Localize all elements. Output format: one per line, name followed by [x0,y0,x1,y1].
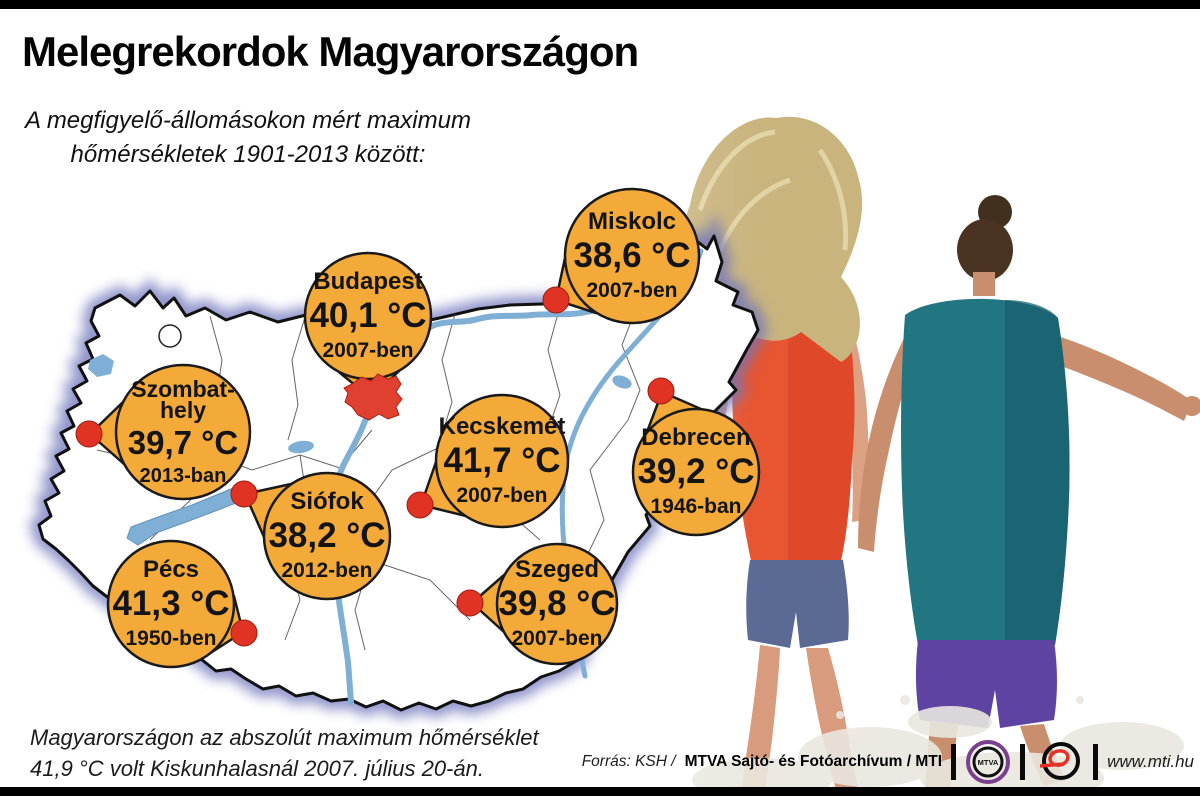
lake-velence [288,440,314,454]
separator-bar [1020,744,1026,780]
footnote-line-2: 41,9 °C volt Kiskunhalasnál 2007. július… [30,756,484,781]
bubble-pecs: Pécs 41,3 °C 1950-ben [91,554,251,654]
mti-logo-icon [1039,742,1081,780]
station-name: Siófok [290,488,364,516]
station-name-line2: hely [159,397,207,424]
bubble-siofok: Siófok 38,2 °C 2012-ben [247,486,407,586]
station-year: 1950-ben [125,626,217,650]
station-temp: 38,6 °C [573,236,691,276]
photo-girls-running-in-water [540,9,1200,787]
photo-figures [648,53,1200,787]
station-temp: 41,3 °C [112,584,230,624]
station-temp: 38,2 °C [268,516,386,556]
station-temp: 41,7 °C [443,441,561,481]
top-border-bar [0,0,1200,9]
footnote-line-1: Magyarországon az abszolút maximum hőmér… [30,725,539,750]
water-droplets [648,53,1188,563]
station-name: Miskolc [587,208,677,236]
station-name: Kecskemét [438,413,566,441]
station-temp: 39,7 °C [127,424,239,462]
budapest-city-shape [343,373,403,421]
source-credit: MTVA Sajtó- és Fotóarchívum / MTI [684,753,943,770]
subtitle-line-2: hőmérsékletek 1901-2013 között: [70,141,426,168]
station-temp: 40,1 °C [309,296,427,336]
dot-szombathely [75,420,103,448]
station-name: Szeged [514,556,600,584]
website-link[interactable]: www.mti.hu [1107,752,1194,771]
station-year: 2007-ben [322,338,414,362]
station-name: Pécs [142,556,200,584]
station-year: 1946-ban [650,494,742,518]
bubble-szombathely: Szombat- hely 39,7 °C 2013-ban [103,366,263,498]
separator-bar [1093,744,1099,780]
bubble-miskolc: Miskolc 38,6 °C 2007-ben [552,206,712,306]
station-year: 2007-ben [511,626,603,650]
station-year: 2013-ban [139,464,227,487]
source-prefix: Forrás: KSH / [581,753,676,770]
station-temp: 39,2 °C [637,452,755,492]
svg-text:MTVA: MTVA [978,758,999,767]
station-year: 2012-ben [281,558,373,582]
bottom-border-bar [0,787,1200,796]
separator-bar [951,744,957,780]
station-temp: 39,8 °C [498,584,616,624]
bubble-debrecen: Debrecen 39,2 °C 1946-ban [616,422,776,522]
mtva-logo-icon: MTVA [966,740,1011,784]
bubble-kecskemet: Kecskemét 41,7 °C 2007-ben [422,411,582,511]
city-ring-marker [158,324,182,348]
station-year: 2007-ben [586,278,678,302]
station-name: Budapest [313,268,423,296]
source-bar: Forrás: KSH / MTVA Sajtó- és Fotóarchívu… [582,736,1194,788]
bubble-budapest: Budapest 40,1 °C 2007-ben [288,266,448,366]
girl-teal-top [858,195,1200,787]
subtitle: A megfigyelő-állomásokon mért maximum hő… [22,104,474,172]
footnote: Magyarországon az abszolút maximum hőmér… [30,722,539,784]
subtitle-line-1: A megfigyelő-állomásokon mért maximum [25,107,471,134]
page-title: Melegrekordok Magyarországon [22,28,639,75]
bubble-szeged: Szeged 39,8 °C 2007-ben [477,554,637,654]
station-name: Debrecen [641,424,751,452]
station-year: 2007-ben [456,483,548,507]
